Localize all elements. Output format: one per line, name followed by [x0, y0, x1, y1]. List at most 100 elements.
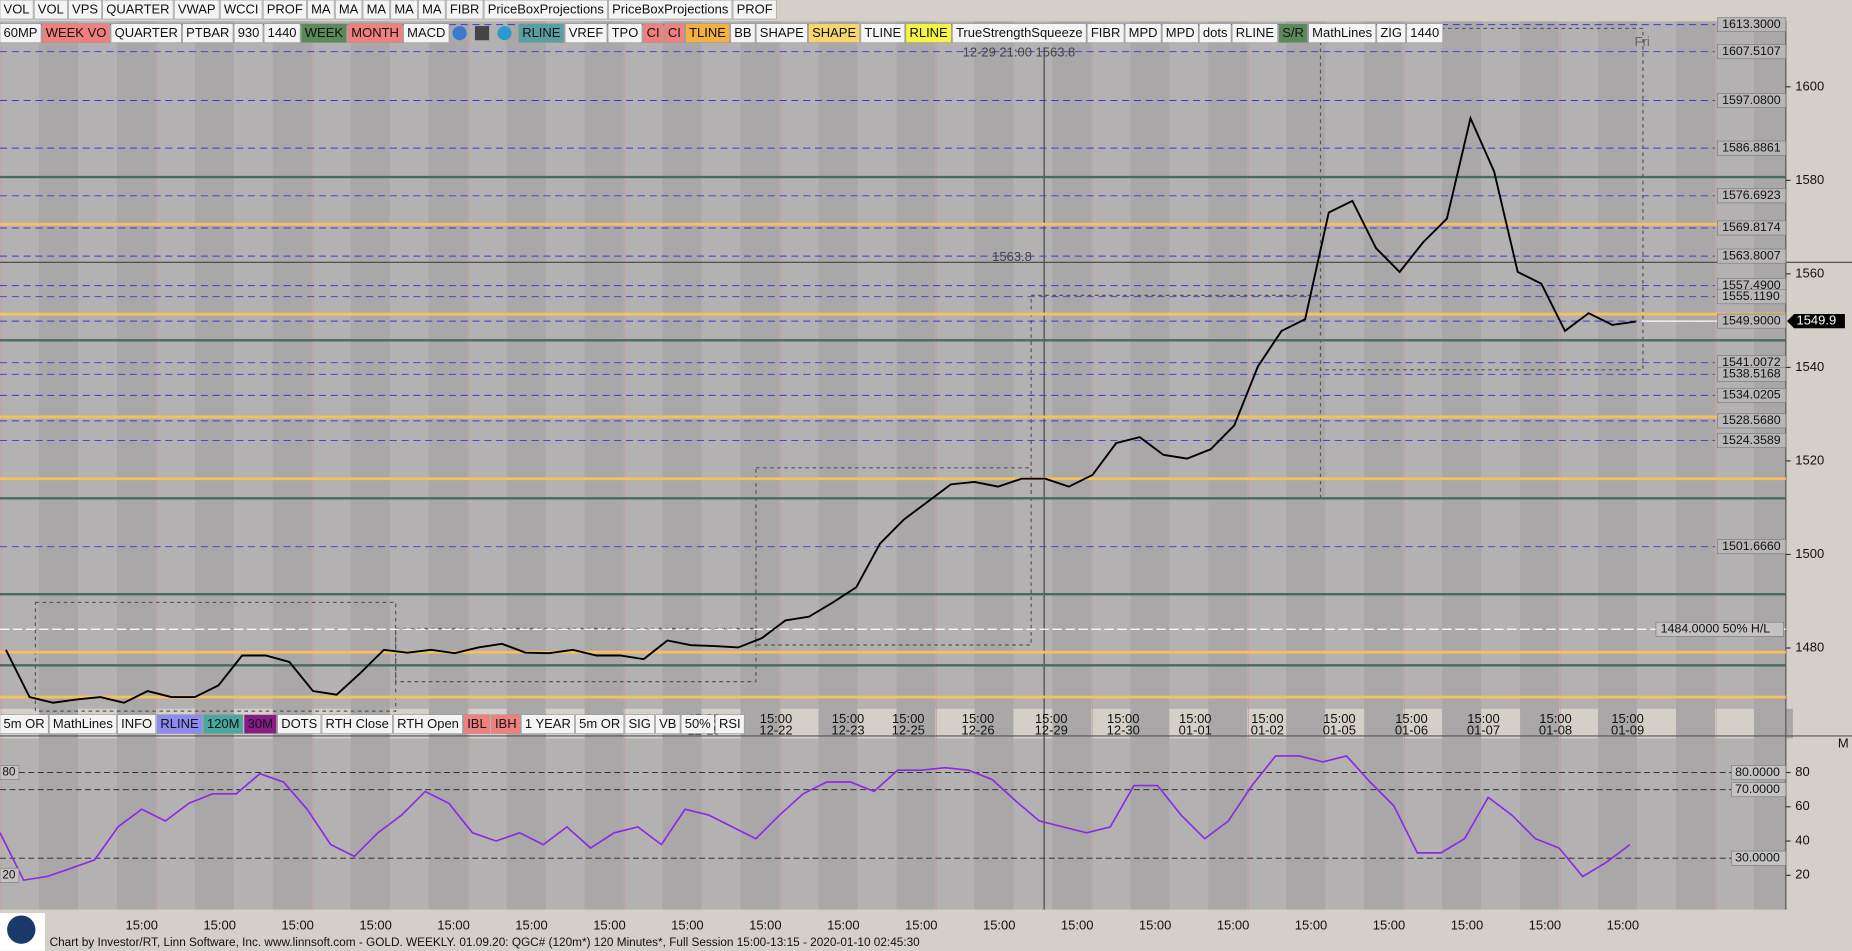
button-bg[interactable]	[0, 0, 34, 20]
button-label[interactable]: DOTS	[281, 716, 317, 731]
toolbar-button[interactable]: RTH Open	[393, 714, 463, 734]
toolbar-button[interactable]: MACD	[403, 23, 450, 43]
button-bg[interactable]	[1161, 23, 1199, 43]
toolbar-button[interactable]: WEEK VO	[41, 23, 111, 43]
toolbar-button[interactable]: ZIG	[1376, 23, 1406, 43]
button-label[interactable]: RLINE	[1236, 25, 1275, 40]
button-bg[interactable]	[117, 714, 156, 734]
toolbar-button[interactable]: VOL	[33, 0, 68, 20]
button-bg[interactable]	[233, 23, 264, 43]
button-bg[interactable]	[300, 23, 347, 43]
button-bg[interactable]	[403, 23, 450, 43]
toolbar-button[interactable]: IBH	[491, 714, 521, 734]
button-label[interactable]: PTBAR	[186, 25, 229, 40]
toolbar-button[interactable]: TrueStrengthSqueeze	[952, 23, 1087, 43]
button-bg[interactable]	[1308, 23, 1376, 43]
button-bg[interactable]	[905, 23, 952, 43]
button-bg[interactable]	[156, 714, 203, 734]
toolbar-button[interactable]: SHAPE	[755, 23, 808, 43]
button-label[interactable]: FIBR	[1091, 25, 1121, 40]
button-bg[interactable]	[1376, 23, 1406, 43]
toolbar-button[interactable]: MA	[390, 0, 418, 20]
button-label[interactable]: RSI	[719, 716, 741, 731]
toolbar-button[interactable]: WEEK	[300, 23, 347, 43]
button-bg[interactable]	[607, 23, 643, 43]
button-label[interactable]: 50%	[685, 716, 711, 731]
toolbar-button[interactable]: QUARTER	[110, 23, 182, 43]
button-bg[interactable]	[277, 714, 322, 734]
toolbar-button[interactable]: MA	[362, 0, 390, 20]
button-label[interactable]: TrueStrengthSqueeze	[956, 25, 1083, 40]
toolbar-button[interactable]: 1 YEAR	[521, 714, 575, 734]
button-bg[interactable]	[418, 0, 446, 20]
button-bg[interactable]	[335, 0, 363, 20]
toolbar-button[interactable]: MathLines	[49, 714, 117, 734]
button-bg[interactable]	[307, 0, 335, 20]
toolbar-button[interactable]: PROF	[732, 0, 777, 20]
toolbar-button[interactable]: SHAPE	[808, 23, 860, 43]
button-bg[interactable]	[203, 714, 244, 734]
toolbar-button[interactable]: RTH Close	[321, 714, 393, 734]
button-bg[interactable]	[49, 714, 117, 734]
button-bg[interactable]	[243, 714, 277, 734]
button-bg[interactable]	[102, 0, 174, 20]
button-label[interactable]: dots	[1203, 25, 1228, 40]
button-bg[interactable]	[33, 0, 68, 20]
button-bg[interactable]	[952, 23, 1087, 43]
toolbar-button[interactable]: RLINE	[1231, 23, 1278, 43]
button-bg[interactable]	[321, 714, 393, 734]
button-label[interactable]: SIG	[628, 716, 650, 731]
button-label[interactable]: 1440	[1410, 25, 1439, 40]
toolbar-button[interactable]: BB	[730, 23, 756, 43]
toolbar-button[interactable]: VREF	[564, 23, 608, 43]
button-bg[interactable]	[1278, 23, 1308, 43]
toolbar-button[interactable]: MONTH	[347, 23, 403, 43]
button-bg[interactable]	[263, 23, 301, 43]
button-label[interactable]: CI	[668, 25, 681, 40]
toolbar-button[interactable]: PTBAR	[182, 23, 234, 43]
button-bg[interactable]	[1231, 23, 1278, 43]
button-bg[interactable]	[755, 23, 808, 43]
button-label[interactable]: TLINE	[689, 25, 726, 40]
button-label[interactable]: MA	[422, 2, 442, 17]
button-label[interactable]: MA	[339, 2, 359, 17]
button-bg[interactable]	[110, 23, 182, 43]
toolbar-button[interactable]: 50%	[680, 714, 715, 734]
toolbar-button[interactable]: TLINE	[860, 23, 906, 43]
button-label[interactable]: PROF	[737, 2, 773, 17]
button-bg[interactable]	[680, 714, 715, 734]
button-label[interactable]: VOL	[38, 2, 64, 17]
button-bg[interactable]	[608, 0, 733, 20]
toolbar-button[interactable]: 1440	[263, 23, 301, 43]
button-label[interactable]: RLINE	[160, 716, 199, 731]
button-label[interactable]: MA	[394, 2, 414, 17]
button-label[interactable]: SHAPE	[812, 25, 856, 40]
button-label[interactable]: QUARTER	[106, 2, 169, 17]
button-label[interactable]: FIBR	[450, 2, 480, 17]
toolbar-button[interactable]: 30M	[243, 714, 277, 734]
button-label[interactable]: ZIG	[1380, 25, 1402, 40]
toolbar-button[interactable]: RLINE	[518, 23, 565, 43]
button-label[interactable]: 60MP	[4, 25, 38, 40]
button-bg[interactable]	[664, 23, 685, 43]
button-bg[interactable]	[808, 23, 860, 43]
button-bg[interactable]	[182, 23, 234, 43]
button-label[interactable]: VREF	[569, 25, 604, 40]
button-label[interactable]: 1 YEAR	[525, 716, 571, 731]
button-bg[interactable]	[715, 714, 745, 734]
button-label[interactable]: CI	[647, 25, 660, 40]
toolbar-button[interactable]: SIG	[624, 714, 655, 734]
button-label[interactable]: SHAPE	[760, 25, 804, 40]
button-bg[interactable]	[0, 23, 42, 43]
button-label[interactable]: VB	[659, 716, 676, 731]
toolbar-button[interactable]: PriceBoxProjections	[608, 0, 733, 20]
button-label[interactable]: VOL	[4, 2, 30, 17]
button-label[interactable]: VPS	[72, 2, 98, 17]
button-label[interactable]: BB	[734, 25, 751, 40]
button-label[interactable]: VWAP	[178, 2, 216, 17]
toolbar-button[interactable]: VB	[655, 714, 681, 734]
toolbar-button[interactable]: PROF	[262, 0, 307, 20]
button-bg[interactable]	[732, 0, 777, 20]
button-label[interactable]: MathLines	[53, 716, 113, 731]
toolbar-button[interactable]: WCCI	[220, 0, 263, 20]
